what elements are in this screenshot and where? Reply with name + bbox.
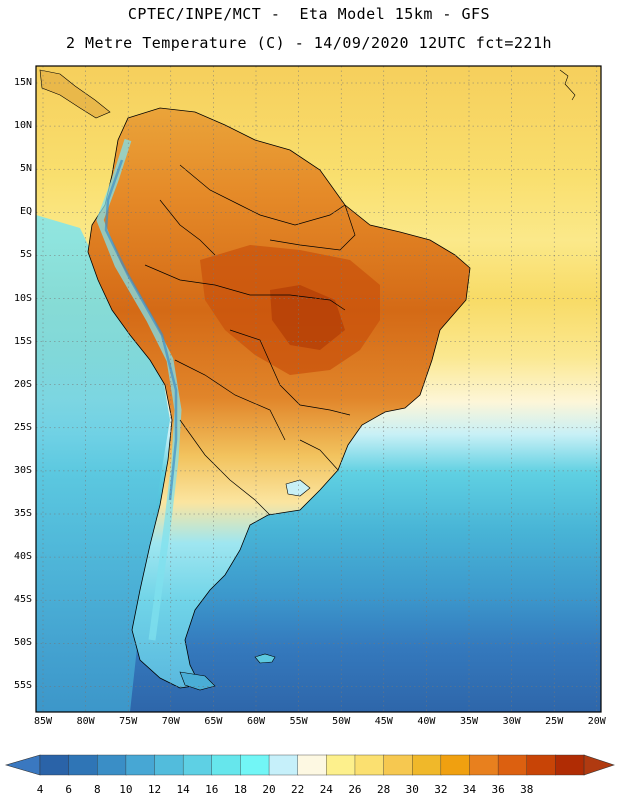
lat-label: 5N xyxy=(19,163,32,175)
lat-label: 15S xyxy=(13,335,32,347)
lat-label: 40S xyxy=(13,551,32,563)
colorbar-label: 20 xyxy=(262,783,276,796)
lat-label: 20S xyxy=(13,378,32,390)
lat-label: 45S xyxy=(13,594,32,606)
colorbar-label: 10 xyxy=(119,783,133,796)
colorbar-label: 32 xyxy=(434,783,448,796)
colorbar-swatch xyxy=(326,754,356,776)
colorbar-swatch xyxy=(97,754,127,776)
colorbar-label: 22 xyxy=(291,783,305,796)
colorbar-swatch xyxy=(125,754,156,776)
lat-label: 15N xyxy=(13,77,32,88)
lon-label: 35W xyxy=(459,716,479,727)
lon-label: 20W xyxy=(587,716,606,727)
lagoa-dos-patos xyxy=(285,479,311,497)
colorbar-swatch xyxy=(154,754,184,776)
colorbar-label: 34 xyxy=(462,783,477,796)
caribbean-islands xyxy=(39,69,111,119)
lat-label: 55S xyxy=(13,680,32,692)
andes-ridge xyxy=(96,138,182,641)
tierra-del-fuego xyxy=(179,671,216,691)
colorbar-swatch xyxy=(412,754,442,776)
lat-label: 5S xyxy=(19,249,32,261)
title-line-2: 2 Metre Temperature (C) - 14/09/2020 12U… xyxy=(65,34,553,52)
lon-label: 80W xyxy=(76,716,95,727)
colorbar-swatch xyxy=(182,754,213,776)
lon-label: 60W xyxy=(246,716,266,727)
south-america-land xyxy=(87,107,471,689)
colorbar-label: 26 xyxy=(348,783,362,796)
title-line-1: CPTEC/INPE/MCT - Eta Model 15km - GFS xyxy=(127,5,491,23)
colorbar-swatch xyxy=(68,754,98,776)
colorbar-swatch xyxy=(268,754,299,776)
colorbar-swatch xyxy=(497,754,528,776)
colorbar-label: 24 xyxy=(319,783,333,796)
lon-label: 75W xyxy=(119,716,138,727)
colorbar-label: 6 xyxy=(65,783,72,796)
lat-label: 10S xyxy=(13,292,32,304)
lat-label: EQ xyxy=(19,206,32,218)
country-borders xyxy=(144,164,356,516)
falklands xyxy=(254,653,276,664)
colorbar-swatch xyxy=(354,754,385,776)
colorbar-label: 28 xyxy=(376,783,391,796)
lon-label: 50W xyxy=(332,716,351,727)
colorbar-swatch xyxy=(555,754,585,776)
hot-core xyxy=(270,285,345,350)
colorbar xyxy=(4,754,615,776)
colorbar-label: 16 xyxy=(205,783,219,796)
lon-label: 40W xyxy=(417,716,436,727)
lat-label: 10N xyxy=(13,120,32,132)
colorbar-swatch xyxy=(469,754,499,776)
lat-label: 50S xyxy=(13,637,32,649)
lat-label: 25S xyxy=(13,421,32,433)
colorbar-over-arrow xyxy=(583,754,615,776)
lon-label: 55W xyxy=(289,716,308,727)
colorbar-swatch xyxy=(526,754,557,776)
island-dot xyxy=(559,69,576,101)
lat-label: 35S xyxy=(13,508,32,519)
colorbar-label: 4 xyxy=(36,783,44,796)
colorbar-label: 30 xyxy=(405,783,419,796)
colorbar-swatch xyxy=(297,754,328,776)
colorbar-label: 14 xyxy=(176,783,190,796)
lon-label: 65W xyxy=(204,716,223,727)
map-frame xyxy=(35,65,602,713)
lon-label: 70W xyxy=(161,716,180,727)
colorbar-swatch xyxy=(39,754,70,776)
colorbar-swatch xyxy=(211,754,242,776)
lon-label: 25W xyxy=(545,716,564,727)
colorbar-label: 12 xyxy=(147,783,162,796)
lon-label: 85W xyxy=(33,716,53,727)
colorbar-swatch xyxy=(240,754,270,776)
colorbar-label: 38 xyxy=(520,783,534,796)
colorbar-under-arrow xyxy=(4,754,41,776)
colorbar-swatch xyxy=(440,754,471,776)
lon-label: 30W xyxy=(502,716,521,727)
lat-label: 30S xyxy=(13,464,32,476)
colorbar-label: 18 xyxy=(233,783,248,796)
colorbar-label: 8 xyxy=(93,783,101,796)
andes-crest xyxy=(104,159,178,501)
colorbar-swatch xyxy=(383,754,413,776)
lon-label: 45W xyxy=(374,716,393,727)
colorbar-label: 36 xyxy=(491,783,505,796)
